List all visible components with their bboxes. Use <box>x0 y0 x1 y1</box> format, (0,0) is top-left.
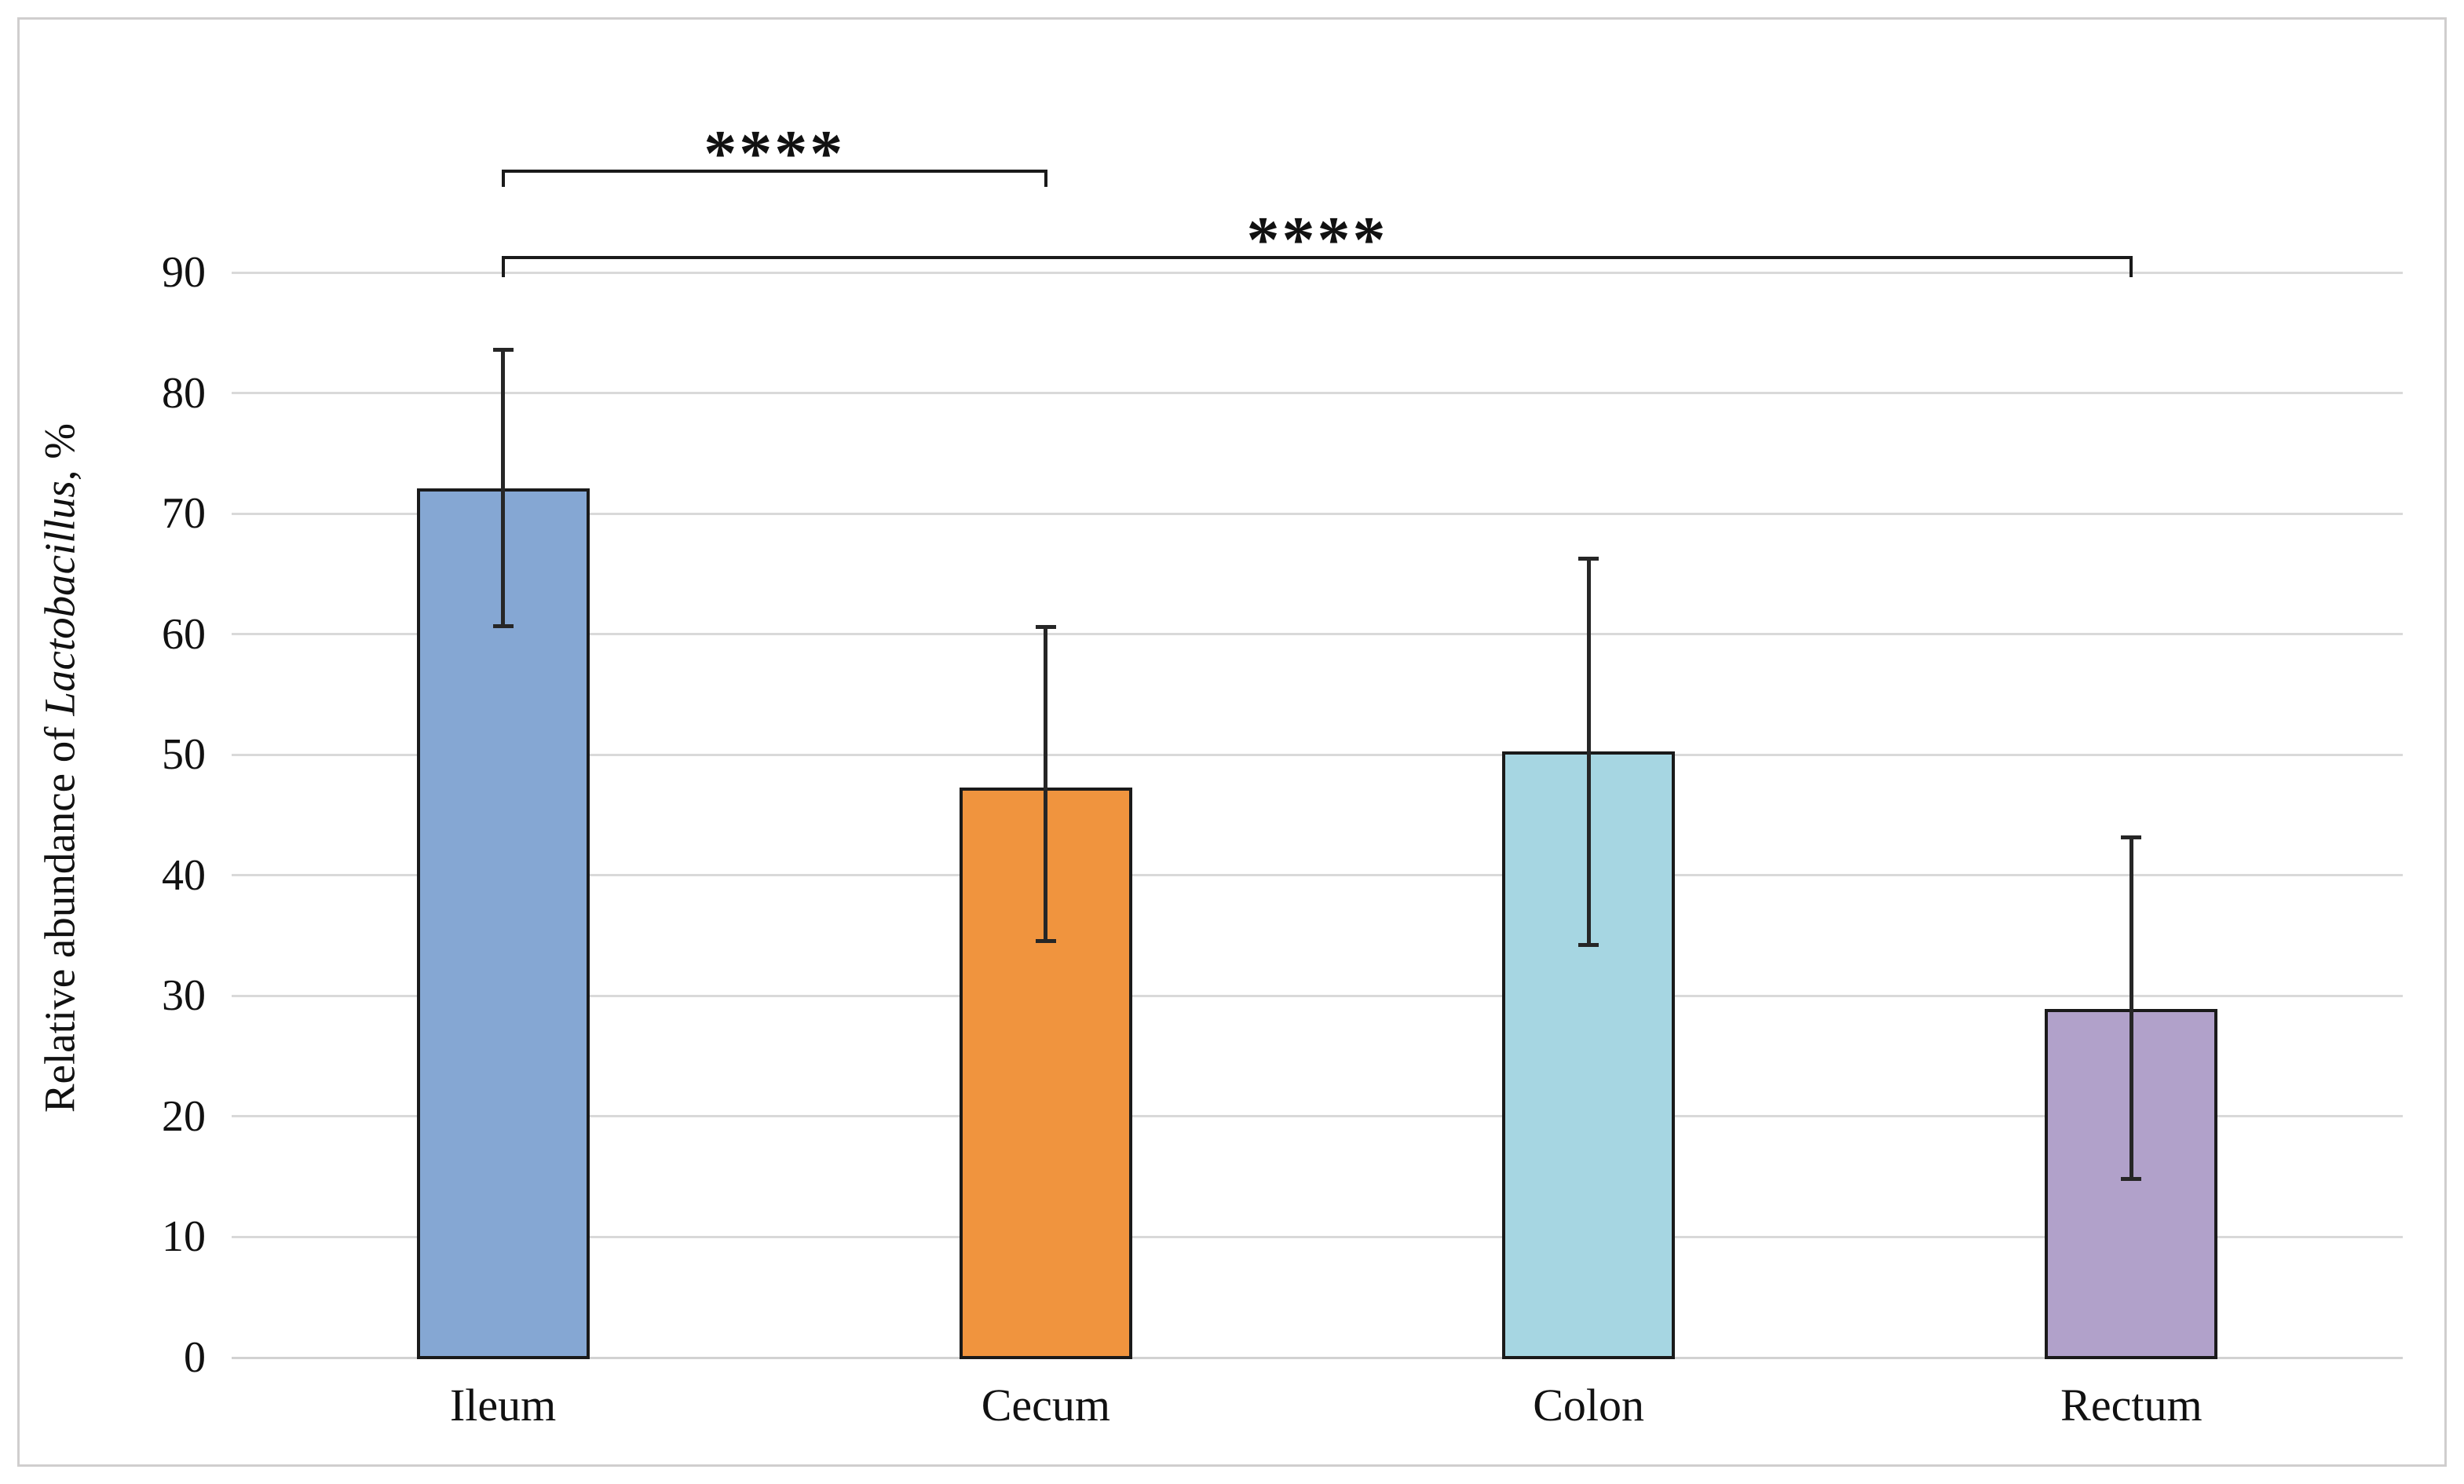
gridline <box>232 753 2403 756</box>
y-axis-tick-label: 90 <box>162 248 206 297</box>
chart-border <box>17 17 2447 1467</box>
significance-bracket <box>501 170 1047 187</box>
error-bar-cap-top <box>2121 835 2142 839</box>
error-bar-line <box>2129 836 2133 1179</box>
significance-label: **** <box>1246 203 1388 276</box>
y-axis-tick-label: 60 <box>162 609 206 659</box>
gridline <box>232 1235 2403 1238</box>
error-bar-line <box>1044 627 1048 942</box>
y-axis-tick-label: 50 <box>162 730 206 780</box>
y-axis-tick-label: 10 <box>162 1212 206 1262</box>
bar-ileum <box>416 488 590 1359</box>
y-axis-tick-label: 20 <box>162 1091 206 1141</box>
y-axis-tick-label: 30 <box>162 971 206 1021</box>
x-axis-label-ileum: Ileum <box>449 1380 557 1431</box>
error-bar-cap-top <box>1035 625 1056 630</box>
error-bar-cap-bottom <box>1035 939 1056 944</box>
gridline <box>232 512 2403 515</box>
y-axis-tick-label: 70 <box>162 489 206 539</box>
gridline <box>232 874 2403 877</box>
gridline <box>232 1115 2403 1118</box>
error-bar-line <box>1586 557 1591 945</box>
error-bar-line <box>501 349 506 627</box>
x-axis-label-rectum: Rectum <box>2060 1380 2203 1431</box>
x-axis-label-colon: Colon <box>1533 1380 1645 1431</box>
significance-bracket <box>501 255 2133 278</box>
gridline <box>232 994 2403 997</box>
gridline <box>232 633 2403 636</box>
gridline <box>232 392 2403 395</box>
error-bar-cap-top <box>1578 556 1599 561</box>
x-axis-label-cecum: Cecum <box>981 1380 1111 1431</box>
y-axis-tick-label: 80 <box>162 368 206 418</box>
gridline <box>232 271 2403 274</box>
error-bar-cap-bottom <box>1578 942 1599 947</box>
error-bar-cap-bottom <box>2121 1176 2142 1181</box>
error-bar-cap-bottom <box>492 624 514 629</box>
y-axis-tick-label: 0 <box>184 1333 206 1382</box>
y-axis-tick-label: 40 <box>162 850 206 900</box>
error-bar-cap-top <box>492 348 514 353</box>
significance-label: **** <box>704 117 846 191</box>
x-axis-baseline <box>232 1356 2403 1359</box>
y-axis-title-suffix: , % <box>35 422 84 481</box>
